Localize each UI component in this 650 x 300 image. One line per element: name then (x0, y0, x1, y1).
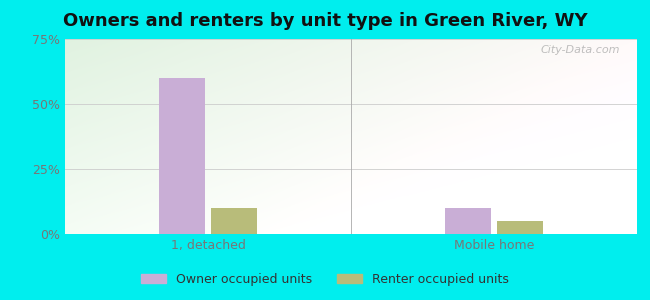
Text: Owners and renters by unit type in Green River, WY: Owners and renters by unit type in Green… (62, 12, 588, 30)
Text: City-Data.com: City-Data.com (540, 45, 620, 55)
Legend: Owner occupied units, Renter occupied units: Owner occupied units, Renter occupied un… (136, 268, 514, 291)
Bar (211, 208, 257, 234)
Bar (159, 78, 205, 234)
Bar (497, 221, 543, 234)
Bar (445, 208, 491, 234)
